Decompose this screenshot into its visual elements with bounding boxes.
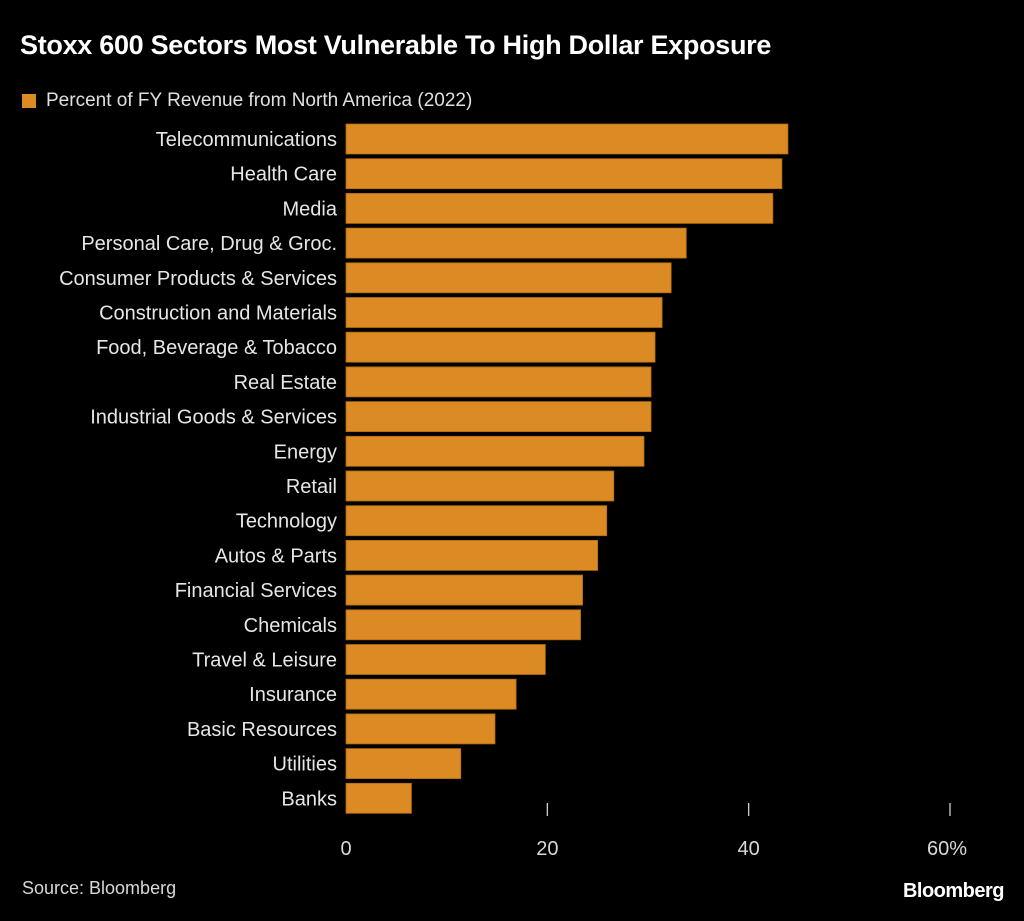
bar bbox=[345, 574, 583, 606]
category-label: Chemicals bbox=[244, 615, 337, 637]
bar bbox=[345, 505, 608, 537]
bar bbox=[345, 158, 783, 190]
bar bbox=[345, 435, 645, 467]
category-label: Food, Beverage & Tobacco bbox=[96, 337, 337, 359]
category-label: Consumer Products & Services bbox=[59, 268, 337, 290]
category-label: Basic Resources bbox=[187, 719, 337, 741]
bar bbox=[345, 401, 652, 433]
category-label: Retail bbox=[286, 476, 337, 498]
category-label: Financial Services bbox=[175, 580, 337, 602]
category-label: Industrial Goods & Services bbox=[90, 407, 337, 429]
category-label: Energy bbox=[274, 441, 337, 463]
bar bbox=[345, 644, 546, 675]
bar bbox=[345, 366, 652, 398]
legend-swatch bbox=[22, 94, 36, 108]
bar bbox=[345, 470, 615, 502]
bar bbox=[345, 297, 663, 328]
bar bbox=[345, 609, 581, 641]
category-label: Utilities bbox=[273, 754, 337, 776]
category-label: Real Estate bbox=[234, 372, 337, 394]
bar bbox=[345, 262, 672, 294]
bar bbox=[345, 678, 517, 710]
tick-label: 20 bbox=[536, 838, 558, 860]
tick-label: 0 bbox=[340, 838, 351, 860]
category-label: Construction and Materials bbox=[99, 303, 337, 325]
legend: Percent of FY Revenue from North America… bbox=[22, 90, 472, 112]
category-label: Media bbox=[283, 198, 338, 220]
category-label: Insurance bbox=[249, 684, 337, 706]
tick-label: 60% bbox=[927, 838, 967, 860]
bar bbox=[345, 713, 496, 745]
category-label: Travel & Leisure bbox=[192, 650, 337, 672]
bar bbox=[345, 782, 412, 814]
tick-label: 40 bbox=[738, 838, 760, 860]
category-label: Technology bbox=[236, 511, 337, 533]
bar bbox=[345, 540, 599, 571]
category-label: Health Care bbox=[230, 164, 337, 186]
bar bbox=[345, 123, 789, 155]
legend-label: Percent of FY Revenue from North America… bbox=[46, 90, 473, 111]
bar bbox=[345, 331, 656, 363]
bar bbox=[345, 748, 462, 779]
category-label: Personal Care, Drug & Groc. bbox=[81, 233, 337, 255]
chart-title: Stoxx 600 Sectors Most Vulnerable To Hig… bbox=[20, 30, 772, 60]
bar bbox=[345, 227, 687, 259]
bloomberg-logo: Bloomberg bbox=[902, 880, 1005, 902]
category-label: Autos & Parts bbox=[215, 545, 337, 567]
category-label: Banks bbox=[281, 788, 337, 810]
category-label: Telecommunications bbox=[156, 129, 337, 151]
bar bbox=[345, 192, 774, 224]
source-note: Source: Bloomberg bbox=[22, 878, 177, 898]
